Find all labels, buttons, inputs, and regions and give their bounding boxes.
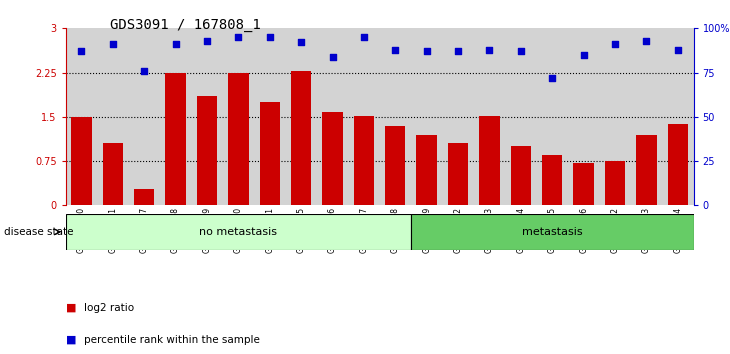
Text: percentile rank within the sample: percentile rank within the sample [84, 335, 260, 345]
Point [672, 47, 683, 52]
Text: GDS3091 / 167808_1: GDS3091 / 167808_1 [110, 18, 261, 32]
Bar [323, 112, 342, 205]
Point [641, 38, 653, 44]
Bar [574, 163, 593, 205]
Bar [354, 116, 374, 205]
Point [232, 34, 244, 40]
Point [326, 54, 338, 59]
Point [358, 34, 369, 40]
Point [201, 38, 213, 44]
Bar [668, 124, 688, 205]
Point [169, 41, 181, 47]
Bar [542, 155, 562, 205]
Bar [605, 161, 625, 205]
Point [453, 48, 464, 54]
Bar [637, 135, 656, 205]
Bar [228, 73, 248, 205]
Bar [417, 135, 437, 205]
Point [76, 48, 88, 54]
Bar [480, 116, 499, 205]
Text: disease state: disease state [4, 227, 73, 237]
Point [421, 48, 433, 54]
Text: log2 ratio: log2 ratio [84, 303, 134, 313]
Point [546, 75, 558, 81]
Bar [385, 126, 405, 205]
Point [264, 34, 276, 40]
Bar [260, 102, 280, 205]
Point [390, 47, 402, 52]
Bar [103, 143, 123, 205]
Text: ■: ■ [66, 335, 76, 345]
Text: metastasis: metastasis [522, 227, 583, 237]
Point [515, 48, 527, 54]
Point [139, 68, 150, 74]
Bar [411, 214, 694, 250]
Point [107, 41, 119, 47]
Text: ■: ■ [66, 303, 76, 313]
Point [484, 47, 496, 52]
Bar [66, 214, 411, 250]
Text: no metastasis: no metastasis [199, 227, 277, 237]
Bar [511, 146, 531, 205]
Point [609, 41, 620, 47]
Bar [448, 143, 468, 205]
Bar [291, 72, 311, 205]
Point [295, 40, 307, 45]
Bar [166, 73, 185, 205]
Point [578, 52, 590, 58]
Bar [72, 117, 91, 205]
Bar [134, 189, 154, 205]
Bar [197, 96, 217, 205]
